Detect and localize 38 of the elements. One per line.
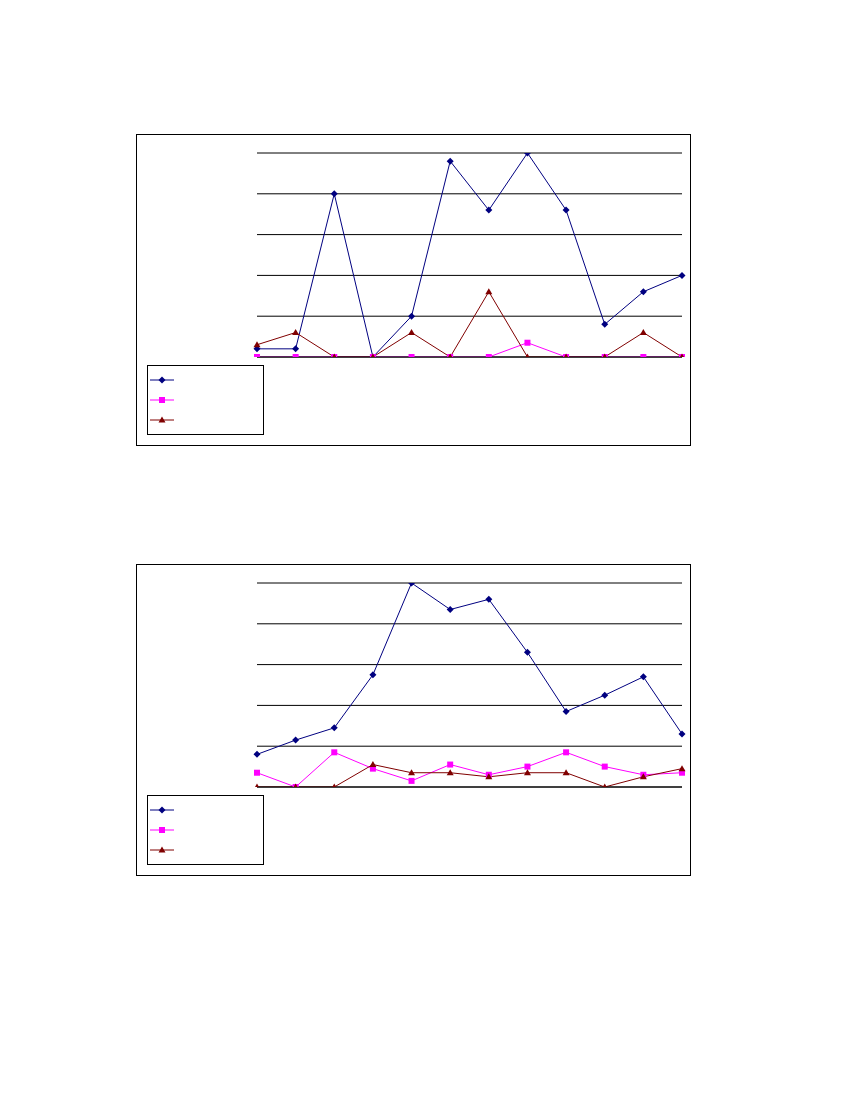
point	[447, 761, 454, 768]
point	[523, 769, 531, 776]
point	[601, 691, 609, 699]
point	[639, 288, 647, 296]
point	[639, 673, 647, 681]
point	[562, 206, 570, 214]
point	[446, 606, 454, 614]
point	[639, 329, 647, 336]
point	[408, 312, 416, 320]
point	[330, 190, 338, 198]
point	[408, 769, 416, 776]
point	[369, 761, 377, 768]
point	[523, 648, 531, 656]
point	[446, 769, 454, 776]
point	[562, 708, 570, 716]
point	[678, 271, 686, 279]
point	[485, 206, 493, 214]
point	[331, 749, 338, 756]
point	[485, 595, 493, 603]
point	[254, 769, 260, 776]
point	[253, 750, 261, 758]
point	[563, 749, 570, 756]
point	[678, 730, 686, 738]
point	[562, 769, 570, 776]
point	[292, 329, 300, 336]
point	[601, 320, 609, 328]
point	[408, 777, 415, 784]
point	[524, 763, 531, 770]
point	[292, 736, 300, 744]
point	[601, 763, 608, 770]
point	[678, 765, 686, 772]
point	[369, 671, 377, 679]
point	[485, 288, 493, 295]
point	[524, 339, 531, 346]
point	[446, 157, 454, 165]
point	[330, 724, 338, 732]
point	[292, 345, 300, 353]
point	[408, 329, 416, 336]
